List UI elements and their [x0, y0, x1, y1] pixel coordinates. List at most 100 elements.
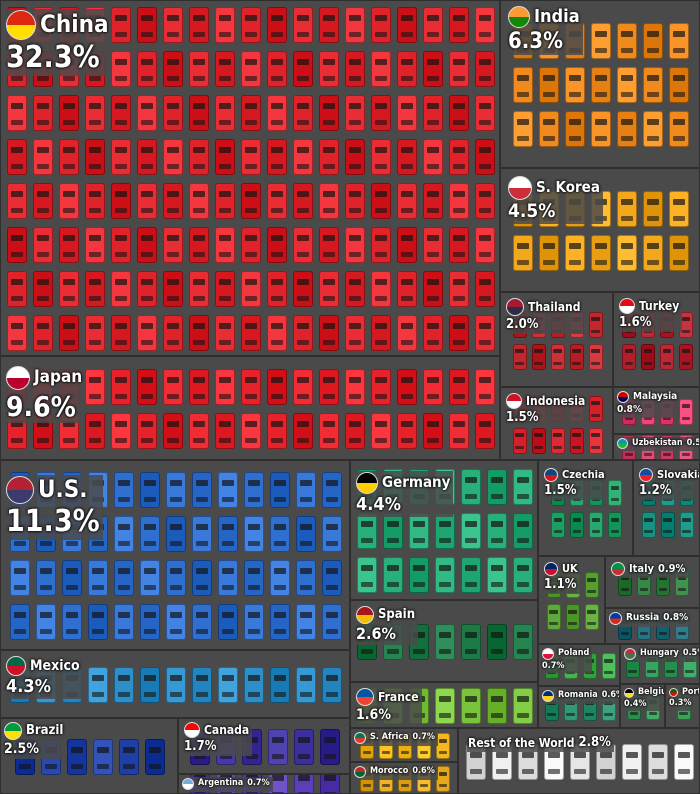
country-name: Slovakia: [657, 468, 700, 482]
car-mark: [371, 315, 391, 351]
car-mark: [643, 23, 663, 59]
car-mark: [322, 667, 342, 703]
car-mark: [137, 139, 157, 175]
car-mark: [518, 744, 538, 780]
share-value: 1.6%: [356, 707, 391, 723]
country-name: Poland: [558, 648, 590, 659]
es-flag-icon: [356, 606, 374, 624]
car-mark: [608, 480, 622, 506]
tile-india: India 6.3%: [500, 0, 700, 168]
tr-flag-icon: [619, 298, 635, 314]
car-mark: [241, 139, 261, 175]
car-mark: [293, 7, 313, 43]
car-mark: [218, 472, 238, 508]
pt-flag-icon: [669, 688, 678, 698]
car-mark: [140, 472, 160, 508]
car-mark: [371, 7, 391, 43]
car-mark: [7, 139, 27, 175]
car-mark: [111, 413, 131, 449]
share-value: 1.6%: [619, 315, 652, 330]
car-mark: [244, 667, 264, 703]
car-mark: [294, 729, 314, 765]
car-mark: [423, 315, 443, 351]
car-mark: [137, 7, 157, 43]
car-mark: [319, 413, 339, 449]
car-mark: [643, 111, 663, 147]
country-name: France: [378, 689, 419, 704]
car-mark: [569, 343, 584, 370]
car-mark: [320, 775, 340, 793]
car-mark: [267, 51, 287, 87]
country-name: Italy: [629, 562, 654, 576]
tile-label: S. Africa 0.7%: [353, 731, 439, 746]
car-mark: [215, 51, 235, 87]
car-mark: [114, 516, 134, 552]
car-mark: [319, 51, 339, 87]
car-mark: [163, 227, 183, 263]
tile-mexico: Mexico 4.3%: [0, 650, 350, 718]
car-mark: [244, 472, 264, 508]
car-mark: [669, 235, 689, 271]
car-mark: [163, 51, 183, 87]
tile-argentina: Argentina 0.7%: [178, 774, 350, 794]
car-mark: [371, 227, 391, 263]
car-mark: [551, 512, 565, 538]
car-mark: [163, 139, 183, 175]
country-name: China: [40, 10, 109, 39]
car-mark: [357, 513, 377, 549]
car-mark: [268, 729, 288, 765]
country-name: Indonesia: [526, 393, 586, 408]
car-mark: [674, 744, 694, 780]
be-flag-icon: [624, 688, 634, 698]
car-mark: [85, 413, 105, 449]
car-mark: [539, 67, 559, 103]
car-mark: [293, 51, 313, 87]
car-mark: [111, 95, 131, 131]
car-mark: [475, 369, 495, 405]
car-mark: [33, 139, 53, 175]
car-mark: [215, 227, 235, 263]
tile-spain: Spain 2.6%: [350, 600, 538, 682]
car-mark: [59, 227, 79, 263]
car-mark: [513, 557, 533, 593]
car-mark: [293, 271, 313, 307]
car-mark: [371, 271, 391, 307]
share-value: 2.6%: [356, 624, 396, 643]
ru-flag-icon: [609, 612, 622, 625]
country-name: Uzbekistan: [632, 437, 683, 448]
car-mark: [189, 139, 209, 175]
car-mark: [641, 343, 655, 370]
car-mark: [189, 271, 209, 307]
car-mark: [33, 227, 53, 263]
car-mark: [397, 227, 417, 263]
car-mark: [475, 315, 495, 351]
car-mark: [608, 512, 622, 538]
car-mark: [218, 667, 238, 703]
fr-flag-icon: [356, 688, 374, 706]
car-mark: [189, 7, 209, 43]
car-grid: [1, 1, 499, 355]
tile-morocco: Morocco 0.6%: [350, 762, 458, 794]
car-mark: [192, 560, 212, 596]
car-mark: [319, 227, 339, 263]
car-mark: [241, 271, 261, 307]
car-mark: [345, 51, 365, 87]
car-mark: [10, 604, 30, 640]
car-mark: [189, 315, 209, 351]
car-mark: [409, 513, 429, 549]
share-value: 2.5%: [4, 741, 39, 757]
car-mark: [59, 139, 79, 175]
car-mark: [163, 95, 183, 131]
car-mark: [85, 227, 105, 263]
country-name: Mexico: [30, 657, 80, 674]
car-mark: [36, 604, 56, 640]
car-mark: [409, 557, 429, 593]
country-name: S. Africa: [370, 732, 409, 743]
car-mark: [137, 95, 157, 131]
tile-label: China 32.3%: [5, 9, 112, 76]
car-mark: [475, 95, 495, 131]
tile-label: S. Korea 4.5%: [507, 175, 603, 224]
